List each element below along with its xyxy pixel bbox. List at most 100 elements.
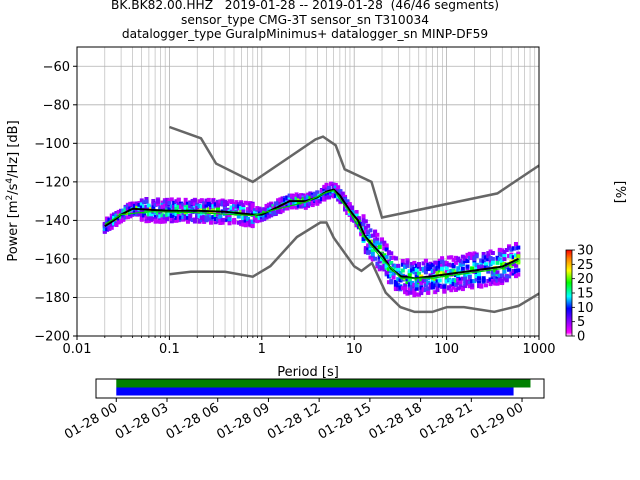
heatmap-cell xyxy=(338,199,343,204)
heatmap-cell xyxy=(153,219,158,224)
heatmap-cell xyxy=(502,276,507,281)
heatmap-cell xyxy=(139,201,144,206)
heatmap-cell xyxy=(504,247,509,252)
heatmap-cell xyxy=(449,283,454,288)
heatmap-cell xyxy=(474,266,479,271)
heatmap-cell xyxy=(363,219,368,224)
heatmap-cell xyxy=(259,217,264,222)
heatmap-cell xyxy=(470,253,475,258)
heatmap-cell xyxy=(160,213,165,218)
heatmap-cell xyxy=(121,215,126,220)
heatmap-cell xyxy=(176,214,181,219)
heatmap-cell xyxy=(181,217,186,222)
heatmap-cell xyxy=(444,266,449,271)
heatmap-cell xyxy=(199,198,204,203)
heatmap-cell xyxy=(435,285,440,290)
heatmap-cell xyxy=(400,268,405,273)
heatmap-cell xyxy=(331,184,336,189)
heatmap-cell xyxy=(479,258,484,263)
heatmap-cell xyxy=(285,206,290,211)
heatmap-cell xyxy=(165,217,170,222)
heatmap-cell xyxy=(236,220,241,225)
heatmap-cell xyxy=(414,271,419,276)
heatmap-cell xyxy=(393,264,398,269)
heatmap-cell xyxy=(280,196,285,201)
heatmap-cell xyxy=(493,268,498,273)
heatmap-cell xyxy=(447,285,452,290)
heatmap-cell xyxy=(419,291,424,296)
heatmap-cell xyxy=(169,219,174,224)
heatmap-cell xyxy=(206,202,211,207)
heatmap-cell xyxy=(218,199,223,204)
heatmap-cell xyxy=(257,207,262,212)
heatmap-cell xyxy=(243,214,248,219)
heatmap-cell xyxy=(282,206,287,211)
heatmap-cell xyxy=(470,279,475,284)
heatmap-cell xyxy=(470,256,475,261)
heatmap-cell xyxy=(437,278,442,283)
heatmap-cell xyxy=(319,197,324,202)
heatmap-cell xyxy=(366,235,371,240)
heatmap-cell xyxy=(276,198,281,203)
heatmap-cell xyxy=(453,287,458,292)
heatmap-cell xyxy=(423,265,428,270)
heatmap-cell xyxy=(430,269,435,274)
heatmap-cell xyxy=(299,204,304,209)
heatmap-cell xyxy=(513,269,518,274)
heatmap-cell xyxy=(497,257,502,262)
heatmap-cell xyxy=(160,216,165,221)
heatmap-cell xyxy=(483,262,488,267)
heatmap-cell xyxy=(299,195,304,200)
heatmap-cell xyxy=(209,220,214,225)
heatmap-cell xyxy=(396,266,401,271)
heatmap-cell xyxy=(451,285,456,290)
heatmap-cell xyxy=(202,204,207,209)
heatmap-cell xyxy=(303,205,308,210)
heatmap-cell xyxy=(391,263,396,268)
heatmap-cell xyxy=(495,270,500,275)
heatmap-cell xyxy=(490,257,495,262)
heatmap-cell xyxy=(437,264,442,269)
heatmap-cell xyxy=(294,205,299,210)
heatmap-cell xyxy=(500,278,505,283)
heatmap-cell xyxy=(430,281,435,286)
heatmap-cell xyxy=(400,262,405,267)
heatmap-cell xyxy=(442,260,447,265)
timeline-tick-label: 01-28 00 xyxy=(62,400,120,442)
heatmap-cell xyxy=(509,271,514,276)
heatmap-cell xyxy=(248,208,253,213)
heatmap-cell xyxy=(377,264,382,269)
heatmap-cell xyxy=(396,277,401,282)
heatmap-cell xyxy=(209,205,214,210)
heatmap-cell xyxy=(423,277,428,282)
heatmap-cell xyxy=(220,200,225,205)
heatmap-cell xyxy=(151,201,156,206)
heatmap-cell xyxy=(276,203,281,208)
heatmap-cell xyxy=(204,215,209,220)
heatmap-cell xyxy=(248,202,253,207)
heatmap-cell xyxy=(153,202,158,207)
heatmap-cell xyxy=(391,255,396,260)
heatmap-cell xyxy=(232,219,237,224)
heatmap-cell xyxy=(308,191,313,196)
heatmap-cell xyxy=(500,259,505,264)
heatmap-cell xyxy=(433,269,438,274)
heatmap-cell xyxy=(458,262,463,267)
heatmap-cell xyxy=(426,286,431,291)
heatmap-cell xyxy=(359,232,364,237)
timeline-tick-label: 01-28 12 xyxy=(265,400,323,442)
heatmap-cell xyxy=(497,248,502,253)
heatmap-cell xyxy=(197,219,202,224)
heatmap-cell xyxy=(467,256,472,261)
heatmap-cell xyxy=(493,271,498,276)
heatmap-cell xyxy=(317,196,322,201)
heatmap-cell xyxy=(252,208,257,213)
heatmap-cell xyxy=(229,200,234,205)
heatmap-cell xyxy=(456,269,461,274)
heatmap-cell xyxy=(246,216,251,221)
heatmap-cell xyxy=(326,190,331,195)
heatmap-cell xyxy=(324,193,329,198)
heatmap-cell xyxy=(502,249,507,254)
colorbar-tick-label: 30 xyxy=(577,244,594,259)
heatmap-cell xyxy=(306,192,311,197)
